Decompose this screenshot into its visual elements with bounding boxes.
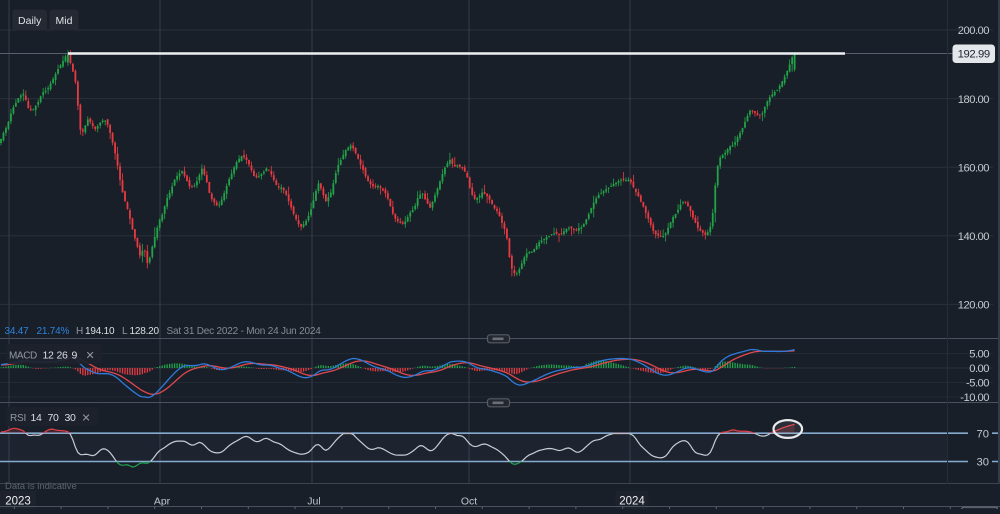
- svg-text:200.00: 200.00: [958, 25, 989, 37]
- svg-text:2024: 2024: [619, 495, 645, 507]
- svg-text:180.00: 180.00: [958, 94, 989, 106]
- svg-text:30: 30: [65, 412, 77, 424]
- svg-text:70: 70: [977, 428, 989, 440]
- svg-text:Apr: Apr: [154, 496, 171, 508]
- svg-text:-10.00: -10.00: [960, 392, 989, 404]
- svg-text:Mid: Mid: [56, 15, 73, 27]
- svg-text:Oct: Oct: [461, 496, 477, 508]
- svg-text:L: L: [122, 326, 128, 337]
- svg-text:30: 30: [977, 457, 989, 469]
- svg-text:21.74%: 21.74%: [37, 326, 70, 337]
- svg-text:✕: ✕: [86, 350, 95, 362]
- svg-text:-5.00: -5.00: [966, 378, 989, 390]
- svg-text:120.00: 120.00: [958, 300, 989, 312]
- svg-text:2023: 2023: [5, 495, 31, 507]
- svg-text:14: 14: [31, 412, 43, 424]
- svg-text:Sat 31 Dec 2022 - Mon 24 Jun 2: Sat 31 Dec 2022 - Mon 24 Jun 2024: [167, 326, 322, 337]
- svg-text:12: 12: [43, 350, 55, 362]
- svg-text:H: H: [76, 326, 83, 337]
- svg-text:128.20: 128.20: [130, 326, 160, 337]
- svg-text:5.00: 5.00: [969, 349, 989, 361]
- svg-text:Data is indicative: Data is indicative: [5, 481, 77, 492]
- svg-text:✕: ✕: [82, 413, 91, 425]
- svg-text:9: 9: [72, 350, 78, 362]
- svg-text:194.10: 194.10: [85, 326, 115, 337]
- svg-text:160.00: 160.00: [958, 162, 989, 174]
- svg-text:Daily: Daily: [18, 15, 42, 27]
- svg-text:70: 70: [48, 412, 60, 424]
- svg-text:26: 26: [57, 350, 69, 362]
- svg-text:34.47: 34.47: [5, 326, 30, 337]
- svg-text:Jul: Jul: [307, 496, 320, 508]
- svg-text:MACD: MACD: [9, 351, 37, 362]
- svg-text:140.00: 140.00: [958, 231, 989, 243]
- svg-text:0.00: 0.00: [969, 363, 989, 375]
- svg-text:192.99: 192.99: [958, 49, 990, 61]
- svg-text:RSI: RSI: [10, 413, 26, 424]
